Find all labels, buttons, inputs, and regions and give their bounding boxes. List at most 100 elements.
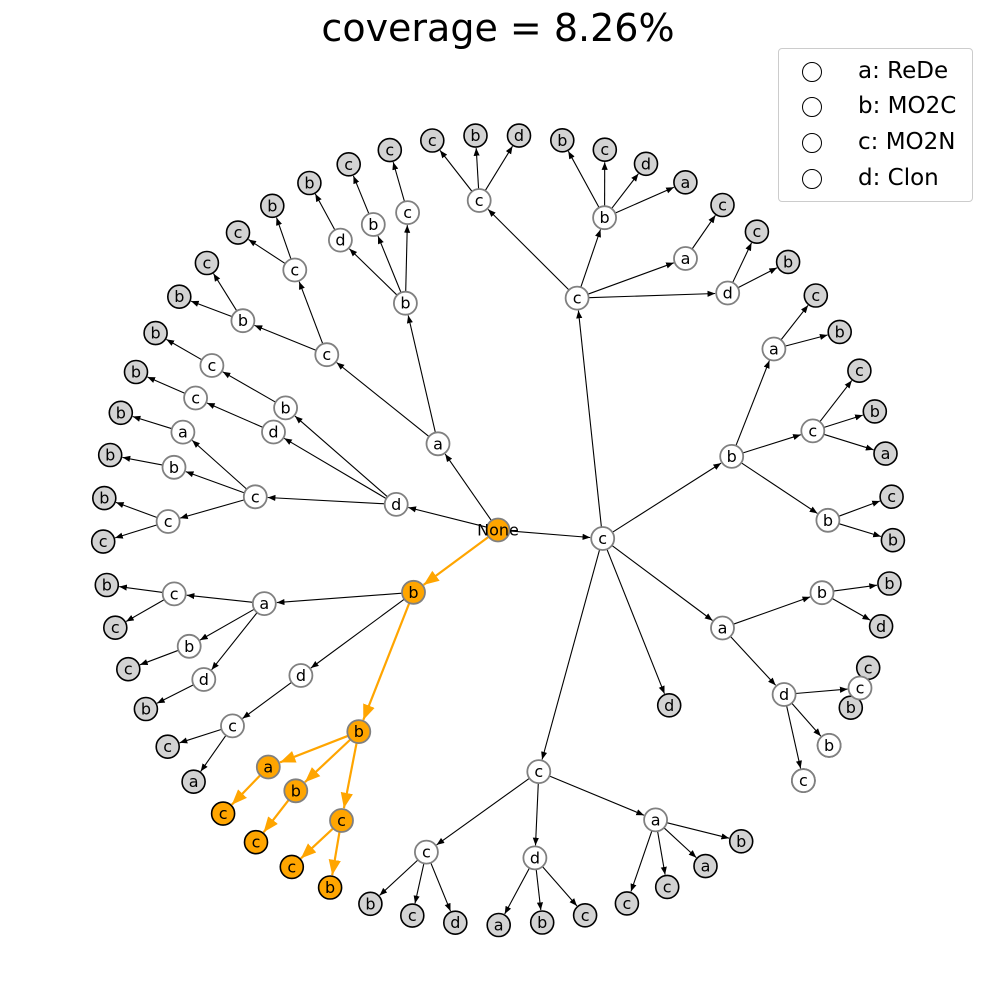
node-label: b: [824, 736, 834, 755]
edge-n-0-0: [362, 602, 411, 721]
leaf-node-n-1-2-0-0: b: [143, 320, 168, 346]
node-label: b: [131, 363, 141, 382]
node-label: c: [163, 737, 172, 756]
leaf-node-n-3-1-0-1: b: [827, 319, 853, 345]
edge-n-0-0-0: [340, 742, 358, 809]
node-label: c: [290, 261, 299, 280]
leaf-node-n-0-1-0-0: a: [181, 769, 206, 795]
edge-n-0-2-2-1: [119, 584, 163, 593]
node-circle: [791, 768, 816, 793]
leaf-node-n-3-4-0-3: c: [614, 891, 640, 916]
edge-n-3-2-0: [733, 596, 811, 625]
leaf-node-n-3-0-1-2: d: [633, 151, 659, 177]
tree-node-n-3-2-1-1: b: [816, 733, 842, 758]
edge-n-1-1-0-0: [147, 376, 186, 394]
edge-n-2-1-0-0: [314, 193, 336, 231]
edge-n-3-4-1-1: [535, 869, 543, 911]
legend-label-a: a: ReDe: [858, 58, 949, 84]
tree-node-n-3-1-2: b: [815, 507, 841, 533]
edge-n-3-0-3-1: [737, 267, 778, 289]
edge-n-3-1-2-1: [838, 523, 882, 538]
edge-n-0-1: [310, 598, 405, 669]
edge-n-3-1-2-0: [838, 500, 881, 517]
legend-label-d: d: Clon: [858, 165, 939, 191]
node-label: c: [428, 131, 437, 150]
node-label: a: [881, 444, 891, 463]
node-circle: [466, 188, 492, 213]
edge-n-1-0-1: [185, 471, 245, 494]
node-circle: [710, 192, 735, 218]
edge-n-3-0-1-3: [614, 186, 675, 214]
node-label: c: [573, 289, 582, 308]
node-circle: [92, 485, 117, 511]
tree-node-n-1-2: b: [273, 395, 299, 421]
node-circle: [261, 419, 286, 445]
legend-label-b: b: MO2C: [858, 93, 957, 119]
edge-n-3-4-1-0: [542, 866, 578, 907]
tree-node-n-3-2-1-2: c: [791, 768, 816, 793]
legend-label-c: c: MO2N: [858, 129, 956, 155]
node-circle: [161, 454, 187, 480]
node-label: c: [811, 286, 820, 305]
node-circle: [506, 123, 532, 148]
leaf-node-n-2-1-0-0: b: [297, 170, 322, 196]
tree-node-n-3-2-1-0: c: [847, 675, 873, 701]
node-circle: [873, 441, 898, 466]
node-label: c: [598, 529, 607, 548]
edge-n-3-0-1: [580, 229, 602, 288]
node-circle: [283, 778, 309, 804]
node-label: b: [99, 489, 109, 508]
node-circle: [183, 385, 209, 411]
edge-n-2-0-1-1: [275, 217, 292, 260]
node-label: c: [534, 762, 543, 781]
node-circle: [827, 319, 853, 345]
edge-n-1-0-0-1: [115, 501, 158, 519]
edge-n-3-4-2: [436, 777, 530, 846]
node-circle: [155, 734, 180, 760]
legend-item-a: a: ReDe: [779, 57, 974, 87]
node-circle: [800, 418, 826, 444]
leaf-node-n-3-1-1-0: c: [847, 358, 872, 384]
node-circle: [761, 336, 787, 362]
tree-node-n-3-4-2: c: [413, 839, 439, 865]
leaf-node-n-2-0-1-0: c: [225, 220, 251, 245]
edge-n-3-0-2-0: [691, 214, 716, 250]
node-circle: [654, 874, 680, 900]
node-label: b: [783, 252, 793, 271]
node-circle: [399, 903, 425, 928]
edge-n-3-1-2: [740, 462, 818, 514]
node-circle: [592, 137, 618, 162]
node-circle: [116, 656, 141, 682]
node-circle: [273, 395, 299, 421]
edge-n-3-0-0: [487, 209, 570, 291]
node-label: c: [170, 584, 179, 603]
node-circle: [809, 580, 835, 606]
tree-node-n-1-0-1: b: [161, 454, 187, 480]
tree-node-n-2-0: c: [314, 342, 340, 368]
edge-n-3-0-0-2: [484, 145, 513, 191]
tree-node-n-3-0-2: a: [673, 246, 698, 271]
node-circle: [879, 484, 904, 510]
node-circle: [392, 290, 418, 316]
node-circle: [775, 249, 801, 275]
node-circle: [282, 257, 308, 283]
edge-n-3: [509, 530, 591, 540]
node-circle: [225, 220, 251, 245]
node-label: b: [600, 208, 610, 227]
leaf-node-n-3-0-1-1: c: [592, 137, 618, 162]
node-circle: [94, 572, 120, 598]
node-label: c: [219, 804, 228, 823]
tree-node-n-2-1-2: c: [395, 200, 421, 226]
node-circle: [103, 615, 128, 641]
edge-n-1-1-0: [206, 402, 264, 428]
edge-n-2-0-1: [298, 281, 324, 345]
node-label: d: [199, 670, 209, 689]
node-label: d: [779, 685, 789, 704]
node-label: a: [718, 619, 728, 638]
node-label: a: [701, 857, 711, 876]
node-circle: [614, 891, 640, 916]
leaf-node-n-3-4-1-1: b: [529, 910, 555, 935]
edge-n-3-4-2-1: [413, 863, 425, 904]
leaf-node-n-1-0-2-0: b: [108, 400, 134, 426]
